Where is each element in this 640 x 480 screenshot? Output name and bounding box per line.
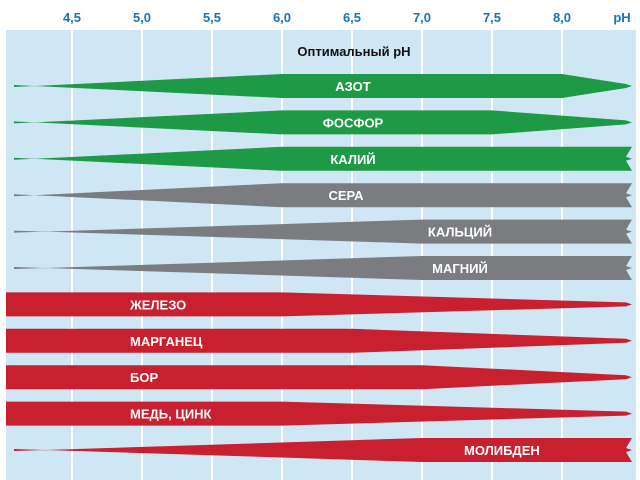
band-1: [14, 74, 632, 98]
band-label: КАЛЬЦИЙ: [428, 225, 492, 240]
band-2: [14, 110, 632, 135]
x-tick-label: 6,5: [343, 10, 361, 25]
x-tick-label: 5,5: [203, 10, 221, 25]
band-label: МАГНИЙ: [432, 261, 488, 276]
band-6: [14, 256, 632, 280]
x-tick-label: 7,5: [483, 10, 501, 25]
grid-lines: [71, 30, 563, 480]
nutrient-bands: АЗОТ ФОСФОР КАЛИЙ СЕРА КАЛЬЦИЙ МАГНИЙ ЖЕЛЕЗО МА…: [6, 74, 632, 462]
x-unit-label: pH: [613, 10, 630, 25]
band-label: БОР: [130, 370, 158, 385]
band-8: [6, 328, 632, 353]
band-7: [6, 292, 632, 317]
x-tick-label: 8,0: [553, 10, 571, 25]
band-label: МАРГАНЕЦ: [130, 334, 203, 349]
x-tick-label: 4,5: [63, 10, 81, 25]
x-tick-label: 5,0: [133, 10, 151, 25]
band-3: [14, 146, 632, 171]
band-label: ЖЕЛЕЗО: [129, 297, 186, 312]
x-tick-label: 6,0: [273, 10, 291, 25]
band-4: [14, 183, 632, 208]
chart-title: Оптимальный pH: [297, 44, 410, 59]
band-label: СЕРА: [329, 188, 365, 203]
ph-axis-ticks: 4,5 5,0 5,5 6,0 6,5 7,0 7,5 8,0 pH: [63, 10, 631, 25]
band-label: КАЛИЙ: [330, 152, 375, 167]
x-tick-label: 7,0: [413, 10, 431, 25]
band-label: АЗОТ: [335, 79, 370, 94]
band-5: [14, 219, 632, 244]
band-10: [6, 401, 632, 426]
band-11: [14, 438, 632, 462]
band-label: МЕДЬ, ЦИНК: [130, 407, 212, 422]
band-label: ФОСФОР: [323, 115, 384, 130]
band-label: МОЛИБДЕН: [464, 443, 540, 458]
band-9: [6, 365, 632, 390]
